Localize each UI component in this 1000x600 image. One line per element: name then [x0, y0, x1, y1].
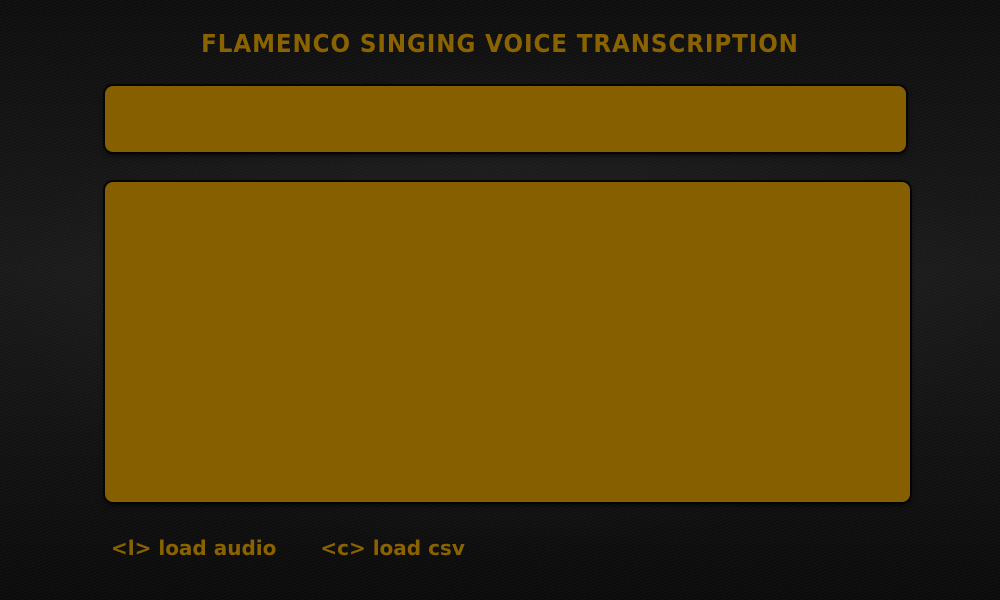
load-audio-button[interactable]: <l> load audio [111, 536, 277, 560]
transcription-panel [105, 182, 910, 502]
shortcut-bar: <l> load audio <c> load csv [111, 532, 465, 564]
page-title: FLAMENCO SINGING VOICE TRANSCRIPTION [201, 29, 799, 58]
load-csv-button[interactable]: <c> load csv [320, 536, 465, 560]
info-panel [105, 86, 906, 152]
